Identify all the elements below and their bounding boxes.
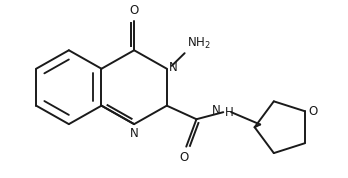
Text: N: N	[212, 104, 220, 117]
Text: O: O	[309, 105, 318, 118]
Text: NH$_2$: NH$_2$	[187, 36, 211, 51]
Text: H: H	[225, 106, 234, 119]
Text: N: N	[169, 61, 177, 74]
Text: O: O	[180, 151, 189, 164]
Text: N: N	[130, 127, 139, 140]
Text: O: O	[129, 4, 139, 17]
